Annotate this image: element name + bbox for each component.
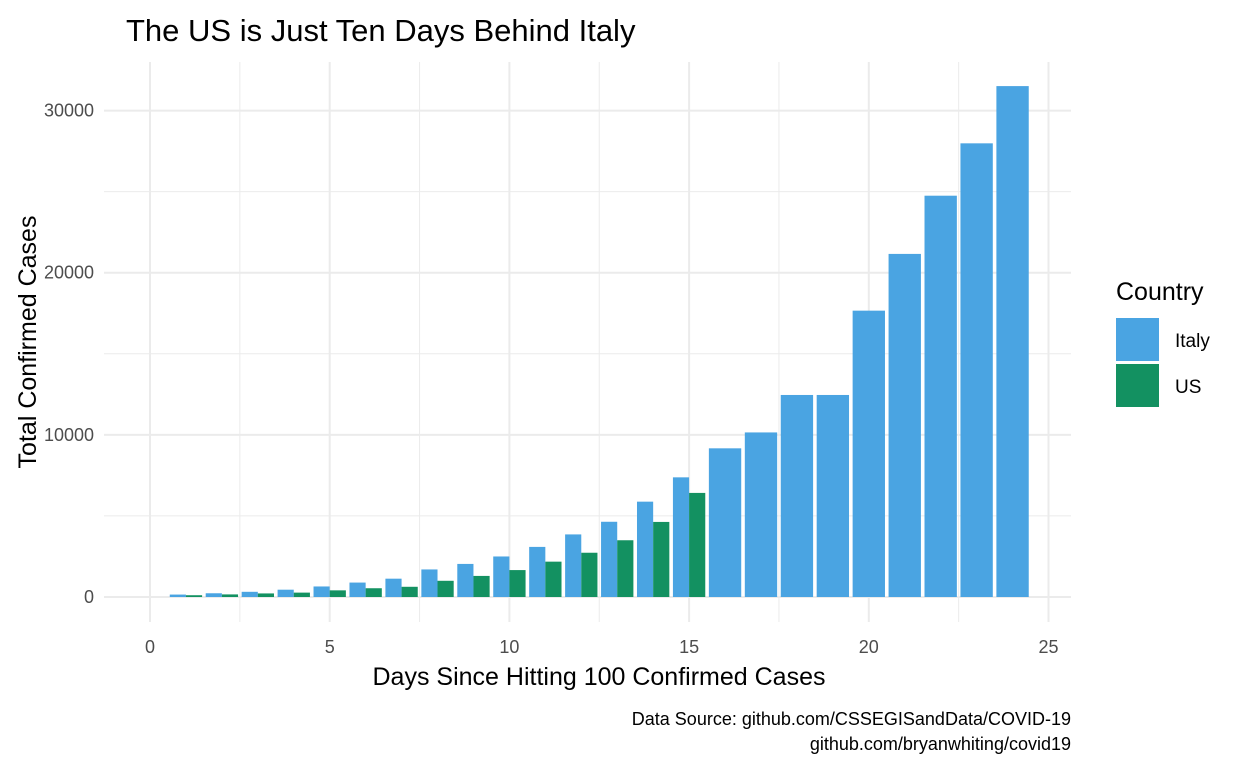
y-tick-label: 30000 [44, 101, 94, 121]
bar-italy-day-6 [349, 582, 366, 597]
bar-italy-day-8 [421, 569, 438, 597]
bar-us-day-7 [401, 586, 418, 597]
chart-title: The US is Just Ten Days Behind Italy [126, 13, 636, 48]
bar-italy-day-7 [385, 578, 402, 597]
bar-italy-day-1 [169, 594, 186, 597]
bar-italy-day-13 [601, 521, 618, 597]
bar-italy-day-24 [996, 86, 1029, 597]
x-tick-label: 25 [1038, 637, 1058, 657]
bar-italy-day-2 [205, 593, 222, 597]
bar-italy-day-3 [241, 591, 258, 597]
ticks: 0 5 10 15 20 25 0 10000 20000 30000 [44, 101, 1059, 657]
bar-us-day-9 [473, 575, 490, 597]
bar-us-day-15 [689, 492, 706, 597]
caption-source: Data Source: github.com/CSSEGISandData/C… [632, 709, 1071, 729]
bar-italy-day-20 [852, 310, 885, 597]
bar-italy-day-16 [708, 448, 742, 597]
bar-us-day-11 [545, 561, 562, 597]
y-tick-label: 20000 [44, 263, 94, 283]
y-tick-label: 10000 [44, 425, 94, 445]
legend-key-italy [1116, 318, 1159, 361]
bar-us-day-13 [617, 540, 634, 597]
bar-us-day-8 [437, 580, 454, 597]
bar-italy-day-15 [672, 477, 690, 597]
y-axis-title: Total Confirmed Cases [14, 216, 42, 469]
bar-us-day-1 [185, 595, 203, 597]
bar-italy-day-12 [565, 534, 582, 597]
caption-repo: github.com/bryanwhiting/covid19 [810, 734, 1071, 754]
legend-key-us [1116, 364, 1159, 407]
bar-us-day-12 [581, 552, 598, 597]
bar-italy-day-14 [636, 501, 654, 597]
bar-us-day-4 [293, 592, 310, 597]
bar-italy-day-22 [924, 195, 957, 597]
bar-us-day-2 [221, 594, 239, 597]
x-tick-label: 20 [859, 637, 879, 657]
bar-italy-day-11 [529, 546, 546, 597]
x-tick-label: 10 [499, 637, 519, 657]
bar-us-day-10 [509, 570, 526, 597]
bars [169, 86, 1029, 597]
legend-label-italy: Italy [1175, 331, 1210, 352]
bar-us-day-3 [257, 593, 274, 597]
legend-title: Country [1116, 278, 1204, 306]
bar-italy-day-4 [277, 589, 294, 597]
bar-us-day-14 [653, 521, 670, 597]
bar-us-day-6 [365, 588, 382, 597]
bar-italy-day-9 [457, 563, 474, 597]
bar-italy-day-17 [744, 432, 778, 597]
legend-label-us: US [1175, 377, 1201, 398]
bar-italy-day-18 [780, 394, 814, 597]
x-tick-label: 15 [679, 637, 699, 657]
x-tick-label: 0 [145, 637, 155, 657]
bar-italy-day-21 [888, 253, 921, 597]
x-axis-title: Days Since Hitting 100 Confirmed Cases [373, 663, 826, 691]
bar-us-day-5 [329, 590, 346, 597]
bar-italy-day-10 [493, 556, 510, 597]
bar-italy-day-19 [816, 394, 850, 597]
x-tick-label: 5 [325, 637, 335, 657]
bar-italy-day-23 [960, 143, 993, 597]
bar-italy-day-5 [313, 586, 330, 597]
legend: Country Italy US [1116, 278, 1210, 407]
y-tick-label: 0 [84, 587, 94, 607]
